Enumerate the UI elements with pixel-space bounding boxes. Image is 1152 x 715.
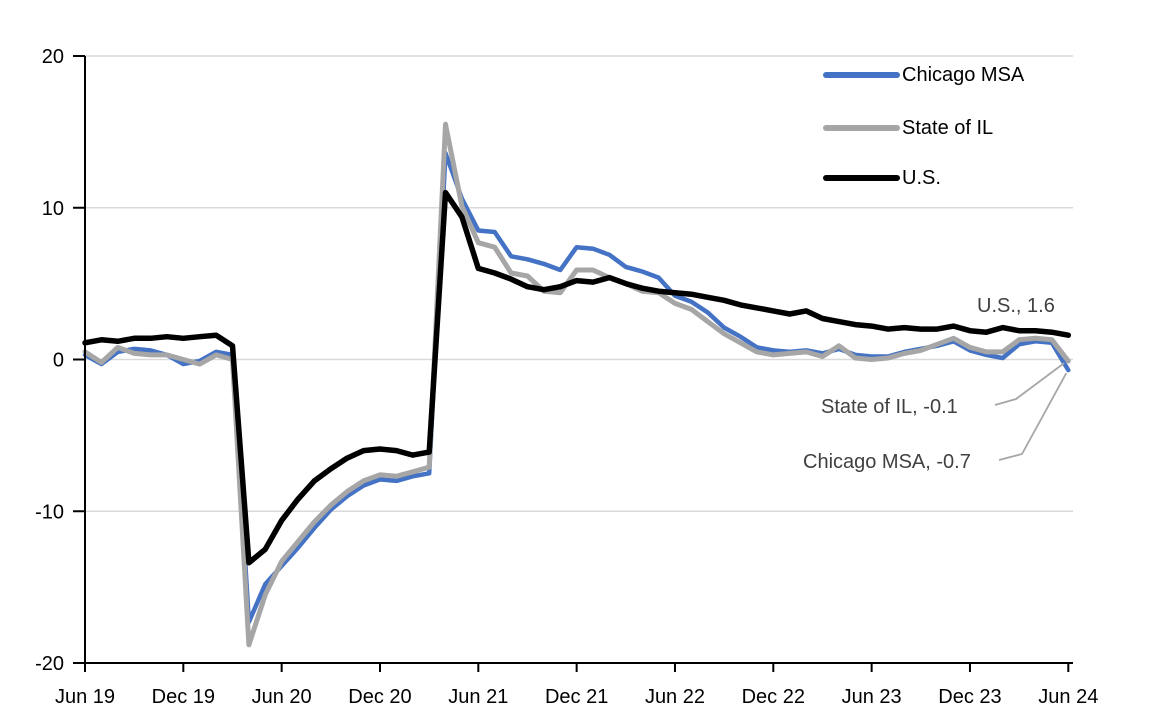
gridlines [85,55,1073,512]
leader-line-state-of-il [994,362,1065,406]
leader-line-chicago-msa [998,372,1068,461]
x-tick-label-Jun-20: Jun 20 [252,686,312,708]
legend-label-chicago-msa: Chicago MSA [902,63,1025,86]
axes [73,55,1073,672]
y-tick-label-0: 0 [53,350,64,372]
x-tick-label-Dec-23: Dec 23 [938,686,1001,708]
y-tick-label-20: 20 [42,46,64,68]
legend-item-chicago-msa: Chicago MSA [823,63,1024,87]
y-tick-label--10: -10 [35,501,64,523]
y-tick-label-10: 10 [42,198,64,220]
annotation-us: U.S., 1.6 [977,295,1055,317]
annotation-chicago-msa: Chicago MSA, -0.7 [803,451,971,473]
series-line-u-s- [82,189,1072,566]
y-tick-label--20: -20 [35,653,64,675]
x-tick-label-Jun-24: Jun 24 [1038,686,1098,708]
legend-swatch-us [823,175,900,181]
legend-swatch-state-of-il [823,125,900,131]
x-tick-label-Dec-19: Dec 19 [152,686,215,708]
x-tick-label-Jun-22: Jun 22 [645,686,705,708]
axis-labels: 20 10 0 -10 -20 Jun 19 Dec 19 Jun 20 Dec 20 Jun 2… [35,46,1098,708]
annotation-leader-lines [994,362,1068,461]
series-line-state-of-il [82,121,1071,648]
legend-item-state-of-il: State of IL [823,116,993,140]
legend-label-state-of-il: State of IL [902,116,994,139]
legend-swatch-chicago-msa [823,72,900,78]
x-tick-label-Jun-23: Jun 23 [842,686,902,708]
legend-label-us: U.S. [902,166,941,189]
annotation-state-of-il: State of IL, -0.1 [821,396,958,418]
x-tick-label-Dec-20: Dec 20 [348,686,411,708]
x-tick-label-Jun-19: Jun 19 [55,686,115,708]
legend-item-us: U.S. [823,166,941,190]
series-lines [82,121,1072,648]
x-tick-label-Dec-22: Dec 22 [742,686,805,708]
x-tick-label-Dec-21: Dec 21 [545,686,608,708]
x-tick-label-Jun-21: Jun 21 [448,686,508,708]
